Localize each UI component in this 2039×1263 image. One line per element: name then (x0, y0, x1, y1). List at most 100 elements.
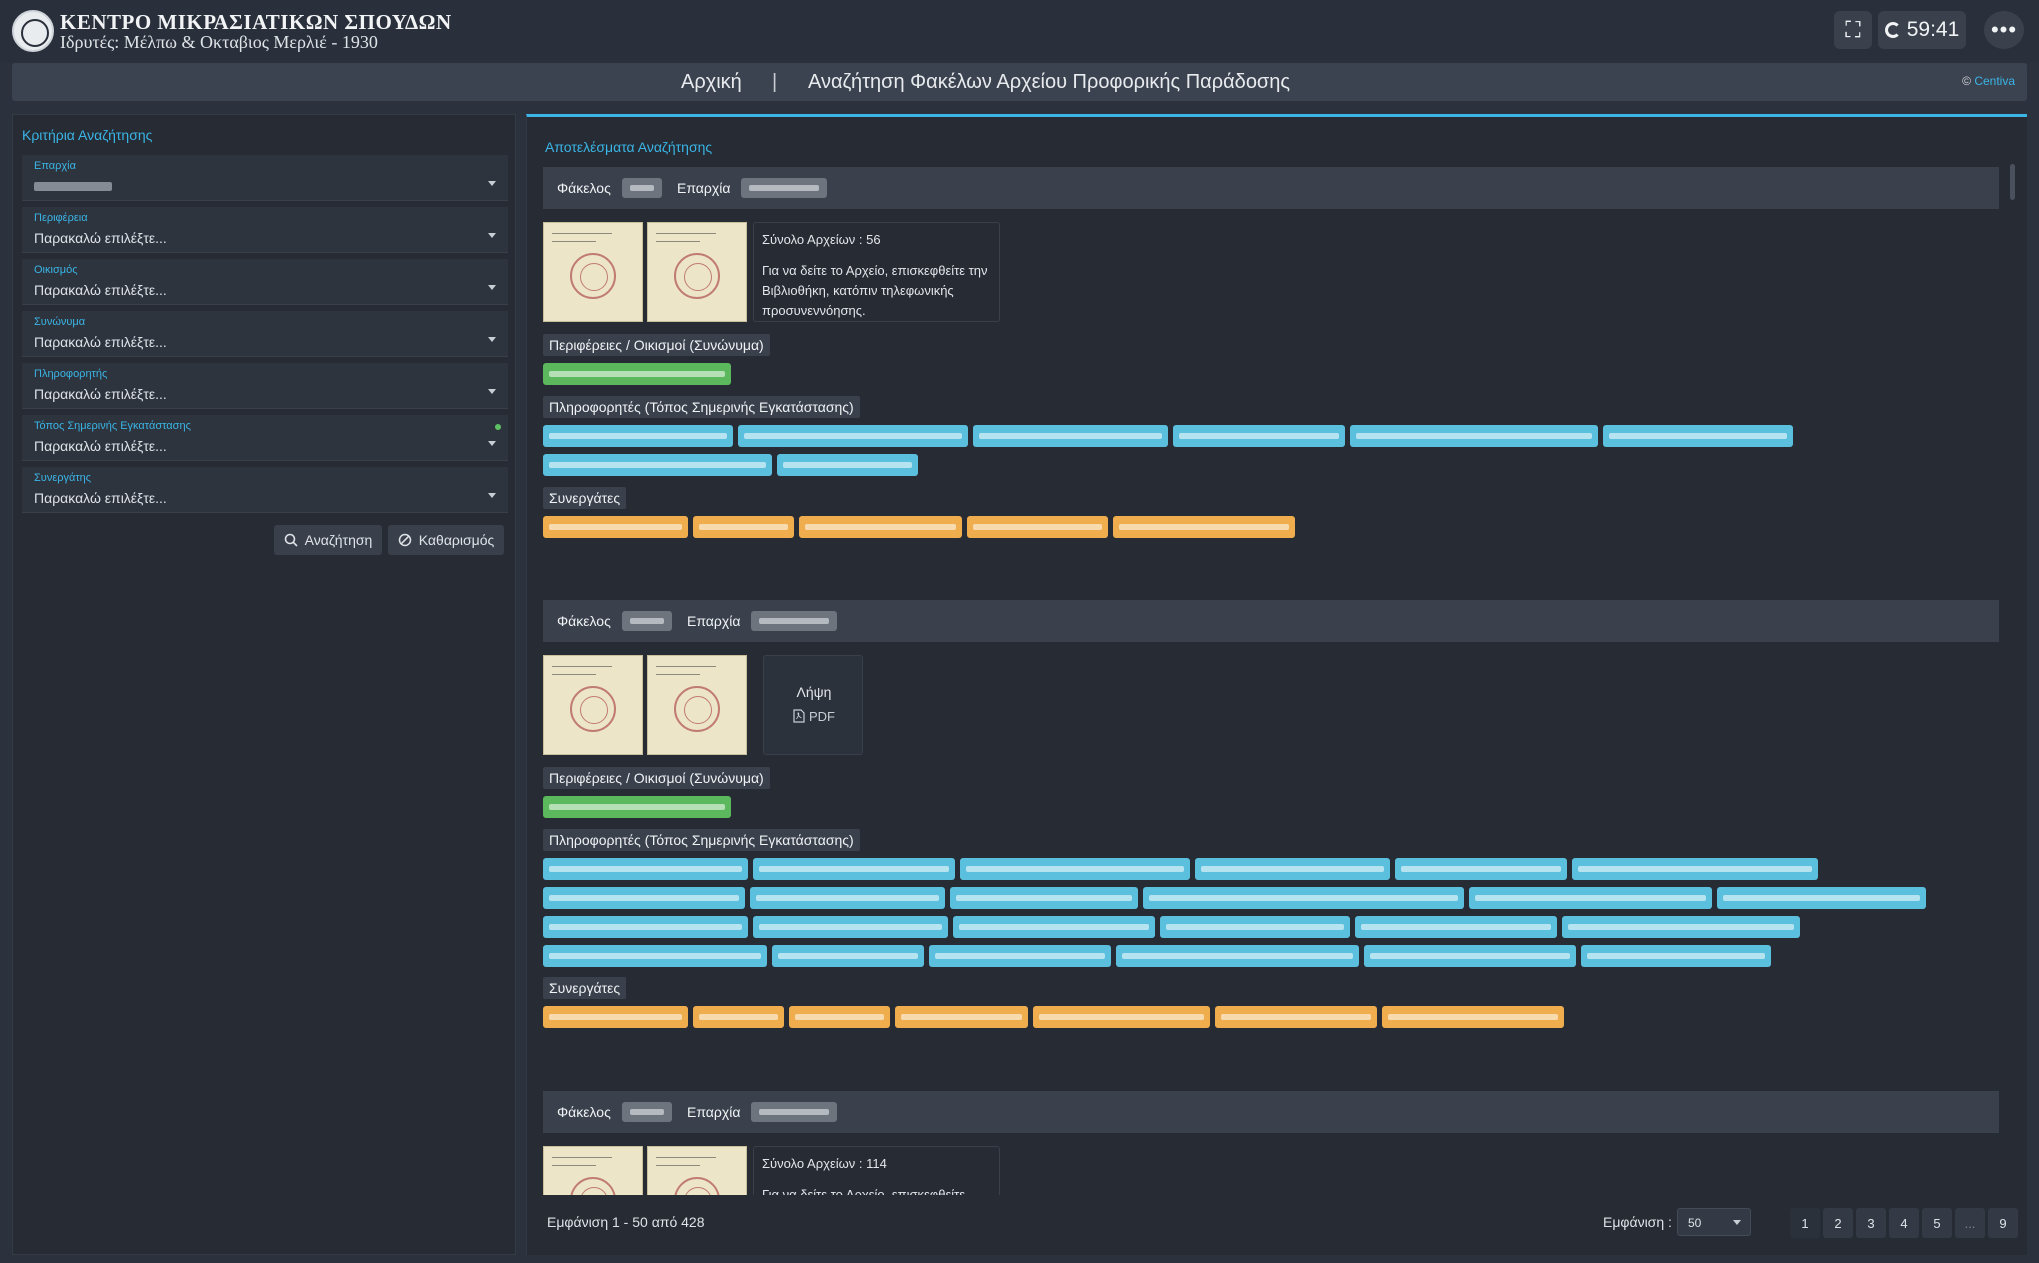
search-button[interactable]: Αναζήτηση (274, 525, 382, 555)
region-tag[interactable] (543, 796, 731, 818)
informant-tag[interactable] (1364, 945, 1576, 967)
page-4[interactable]: 4 (1889, 1208, 1919, 1238)
results-count-info: Εμφάνιση 1 - 50 από 428 (547, 1214, 705, 1230)
informant-tag[interactable] (1173, 425, 1345, 447)
document-thumbnail[interactable] (543, 222, 643, 322)
results-title: Αποτελέσματα Αναζήτησης (545, 139, 713, 155)
collaborator-tag[interactable] (543, 1006, 688, 1028)
collaborator-tag[interactable] (693, 1006, 784, 1028)
document-thumbnail[interactable] (647, 655, 747, 755)
informant-tag[interactable] (1562, 916, 1800, 938)
collaborator-select[interactable]: Συνεργάτης Παρακαλώ επιλέξτε... (22, 467, 508, 513)
chevron-down-icon (1733, 1220, 1741, 1225)
province-badge (751, 1102, 837, 1122)
informant-tag[interactable] (738, 425, 968, 447)
informant-tag[interactable] (973, 425, 1168, 447)
informant-tag[interactable] (929, 945, 1111, 967)
informant-tag[interactable] (1355, 916, 1557, 938)
informant-tag[interactable] (543, 858, 748, 880)
field-label: Συνεργάτης (34, 472, 92, 484)
page-9[interactable]: 9 (1988, 1208, 2018, 1238)
informant-tag[interactable] (1717, 887, 1926, 909)
clear-button[interactable]: Καθαρισμός (388, 525, 504, 555)
seal-icon (570, 253, 616, 299)
informant-tag[interactable] (1469, 887, 1712, 909)
informant-tag[interactable] (1160, 916, 1350, 938)
collaborator-tag[interactable] (799, 516, 962, 538)
page-5[interactable]: 5 (1922, 1208, 1952, 1238)
region-select[interactable]: Περιφέρεια Παρακαλώ επιλέξτε... (22, 207, 508, 253)
page-1[interactable]: 1 (1790, 1208, 1820, 1238)
informant-tag[interactable] (1116, 945, 1359, 967)
session-timer[interactable]: 59:41 (1878, 11, 1966, 49)
nav-separator: | (772, 71, 778, 93)
collaborator-tag[interactable] (967, 516, 1108, 538)
synonyms-select[interactable]: Συνώνυμα Παρακαλώ επιλέξτε... (22, 311, 508, 357)
more-menu-button[interactable]: ••• (1984, 11, 2024, 49)
nav-search-link[interactable]: Αναζήτηση Φακέλων Αρχείου Προφορικής Παρ… (808, 71, 1291, 93)
clear-button-label: Καθαρισμός (418, 532, 495, 548)
fullscreen-button[interactable]: ⛶ (1834, 11, 1872, 49)
informant-tag[interactable] (543, 945, 767, 967)
informant-tag[interactable] (543, 425, 733, 447)
logo (12, 10, 54, 52)
informant-tag[interactable] (1572, 858, 1818, 880)
informant-tag[interactable] (1195, 858, 1390, 880)
scrollbar-thumb[interactable] (2010, 164, 2015, 200)
download-label: Λήψη (796, 684, 832, 700)
collaborator-tag[interactable] (1113, 516, 1295, 538)
folder-badge (622, 611, 672, 631)
informant-tag[interactable] (953, 916, 1155, 938)
criteria-title: Κριτήρια Αναζήτησης (22, 127, 153, 143)
folder-label: Φάκελος (557, 1104, 611, 1120)
current-location-select[interactable]: Τόπος Σημερινής Εγκατάστασης Παρακαλώ επ… (22, 415, 508, 461)
informant-select[interactable]: Πληροφορητής Παρακαλώ επιλέξτε... (22, 363, 508, 409)
informant-tag[interactable] (1350, 425, 1598, 447)
collaborator-tag[interactable] (693, 516, 794, 538)
collaborator-tag[interactable] (1033, 1006, 1210, 1028)
archive-info: Σύνολο Αρχείων : 114 Για να δείτε το Αρχ… (753, 1146, 1000, 1195)
collaborator-tag[interactable] (1382, 1006, 1564, 1028)
document-thumbnail[interactable] (543, 655, 643, 755)
field-label: Περιφέρεια (34, 212, 88, 224)
document-thumbnail[interactable] (647, 1146, 747, 1195)
informant-tag[interactable] (1581, 945, 1771, 967)
nav-home-link[interactable]: Αρχική (681, 71, 742, 93)
informant-tag[interactable] (1395, 858, 1567, 880)
informant-tag[interactable] (750, 887, 945, 909)
informant-tag[interactable] (543, 454, 772, 476)
collaborator-tag[interactable] (789, 1006, 890, 1028)
main-nav: Αρχική | Αναζήτηση Φακέλων Αρχείου Προφο… (12, 63, 2027, 101)
field-value: Παρακαλώ επιλέξτε... (34, 334, 167, 350)
page-size-select[interactable]: 50 (1677, 1208, 1751, 1236)
informant-tag[interactable] (1603, 425, 1793, 447)
settlement-select[interactable]: Οικισμός Παρακαλώ επιλέξτε... (22, 259, 508, 305)
informant-tag[interactable] (777, 454, 918, 476)
informant-tag[interactable] (543, 887, 745, 909)
informant-tag[interactable] (960, 858, 1190, 880)
region-tag[interactable] (543, 363, 731, 385)
page-3[interactable]: 3 (1856, 1208, 1886, 1238)
informant-tag[interactable] (772, 945, 924, 967)
informant-tag[interactable] (753, 858, 955, 880)
collaborator-tag[interactable] (543, 516, 688, 538)
page-2[interactable]: 2 (1823, 1208, 1853, 1238)
archive-note: Για να δείτε το Αρχείο, επισκεφθείτε την… (762, 263, 988, 318)
collaborator-tag[interactable] (1215, 1006, 1377, 1028)
informant-tag[interactable] (543, 916, 748, 938)
record-header: Φάκελος Επαρχία (543, 167, 1999, 209)
credit-link[interactable]: Centiva (1974, 74, 2015, 88)
seal-icon (674, 686, 720, 732)
folder-badge (622, 178, 662, 198)
caret-down-icon (488, 233, 496, 238)
more-dots-icon: ••• (1990, 17, 2018, 42)
document-thumbnail[interactable] (647, 222, 747, 322)
informant-tag[interactable] (753, 916, 948, 938)
collaborator-tag[interactable] (895, 1006, 1028, 1028)
document-thumbnail[interactable] (543, 1146, 643, 1195)
informant-tag[interactable] (1143, 887, 1464, 909)
top-header: ΚΕΝΤΡΟ ΜΙΚΡΑΣΙΑΤΙΚΩΝ ΣΠΟΥΔΩΝ Ιδρυτές: Μέ… (0, 0, 2039, 62)
informant-tag[interactable] (950, 887, 1138, 909)
download-pdf-button[interactable]: Λήψη PDF (763, 655, 863, 755)
province-select[interactable]: Επαρχία (22, 155, 508, 201)
